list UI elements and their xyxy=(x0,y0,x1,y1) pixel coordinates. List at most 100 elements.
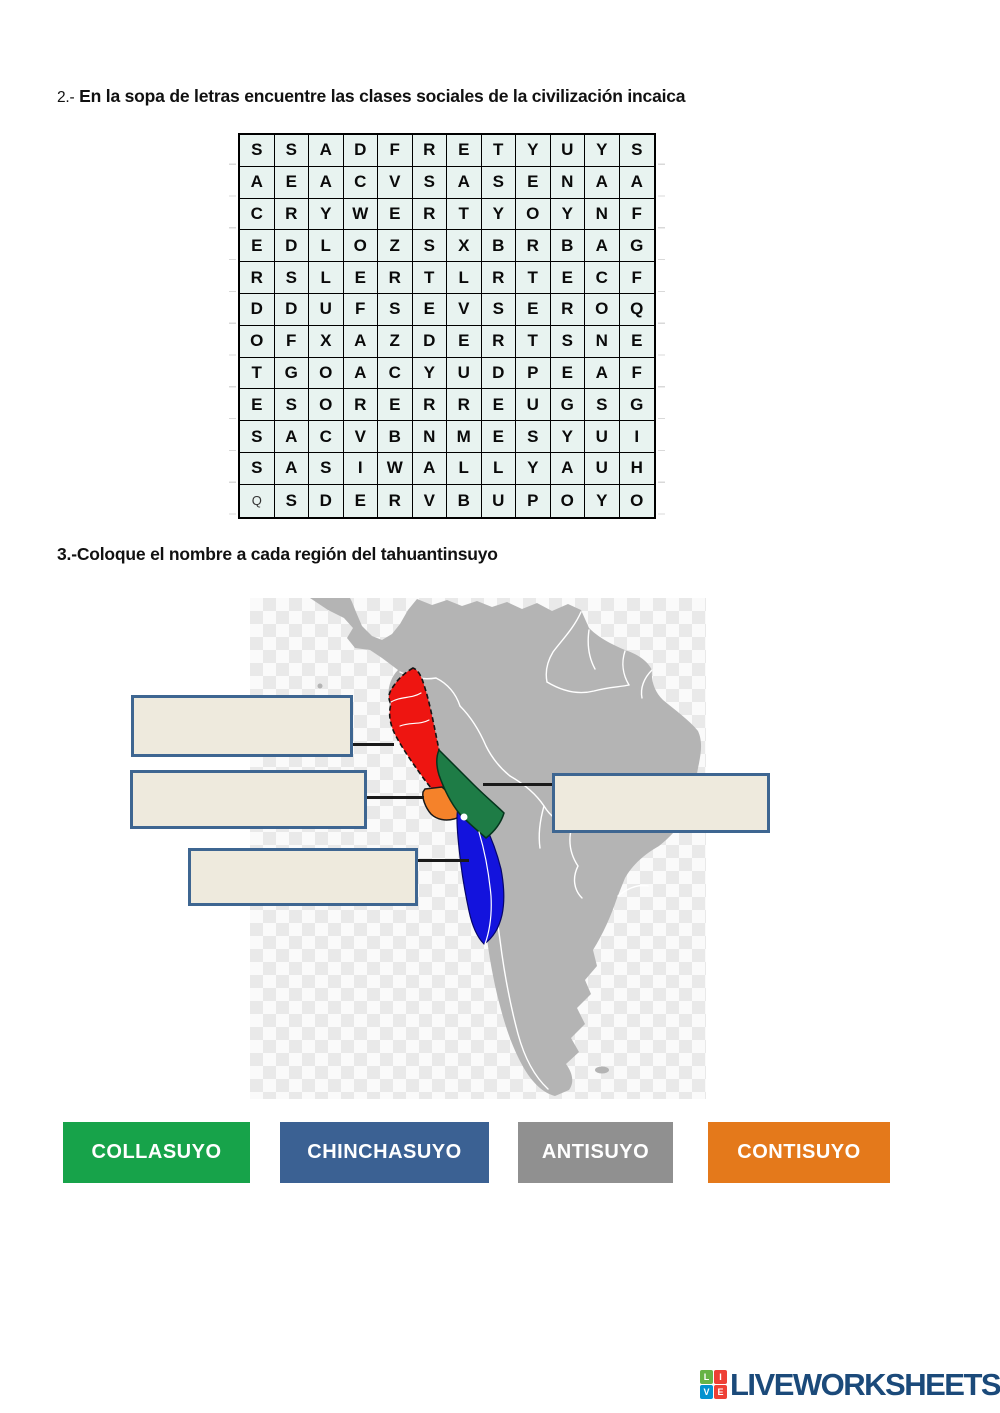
wordsearch-cell[interactable]: S xyxy=(378,293,413,326)
wordsearch-cell[interactable]: A xyxy=(240,166,275,199)
wordsearch-cell[interactable]: L xyxy=(481,452,516,485)
wordsearch-cell[interactable]: W xyxy=(343,198,378,231)
wordsearch-cell[interactable]: A xyxy=(343,357,378,390)
wordsearch-cell[interactable]: E xyxy=(481,389,516,422)
wordsearch-cell[interactable]: D xyxy=(481,357,516,390)
answer-collasuyo[interactable]: COLLASUYO xyxy=(63,1122,250,1183)
wordsearch-cell[interactable]: F xyxy=(274,325,309,358)
wordsearch-cell[interactable]: A xyxy=(585,166,620,199)
wordsearch-cell[interactable]: R xyxy=(412,135,447,167)
wordsearch-cell[interactable]: B xyxy=(447,484,482,517)
wordsearch-cell[interactable]: E xyxy=(447,325,482,358)
wordsearch-cell[interactable]: E xyxy=(412,293,447,326)
wordsearch-cell[interactable]: C xyxy=(240,198,275,231)
wordsearch-cell[interactable]: M xyxy=(447,421,482,453)
wordsearch-cell[interactable]: A xyxy=(550,452,585,485)
wordsearch-cell[interactable]: N xyxy=(550,166,585,199)
wordsearch-cell[interactable]: S xyxy=(412,230,447,263)
wordsearch-cell[interactable]: U xyxy=(550,135,585,167)
wordsearch-cell[interactable]: Y xyxy=(516,135,551,167)
wordsearch-cell[interactable]: U xyxy=(447,357,482,390)
wordsearch-cell[interactable]: D xyxy=(343,135,378,167)
wordsearch-cell[interactable]: B xyxy=(481,230,516,263)
wordsearch-cell[interactable]: O xyxy=(343,230,378,263)
liveworksheets-logo[interactable]: L I V E LIVEWORKSHEETS xyxy=(700,1369,1000,1400)
wordsearch-cell[interactable]: A xyxy=(309,166,344,199)
wordsearch-cell[interactable]: A xyxy=(274,452,309,485)
wordsearch-cell[interactable]: E xyxy=(343,484,378,517)
wordsearch-cell[interactable]: O xyxy=(240,325,275,358)
wordsearch-cell[interactable]: U xyxy=(309,293,344,326)
wordsearch-cell[interactable]: U xyxy=(585,452,620,485)
wordsearch-cell[interactable]: W xyxy=(378,452,413,485)
wordsearch-cell[interactable]: C xyxy=(585,262,620,294)
wordsearch-cell[interactable]: R xyxy=(343,389,378,422)
wordsearch-cell[interactable]: D xyxy=(274,230,309,263)
wordsearch-cell[interactable]: F xyxy=(378,135,413,167)
wordsearch-cell[interactable]: R xyxy=(274,198,309,231)
wordsearch-cell[interactable]: S xyxy=(585,389,620,422)
wordsearch-cell[interactable]: S xyxy=(619,135,654,167)
wordsearch-cell[interactable]: U xyxy=(585,421,620,453)
wordsearch-cell[interactable]: R xyxy=(550,293,585,326)
wordsearch-cell[interactable]: D xyxy=(274,293,309,326)
wordsearch-cell[interactable]: Q xyxy=(240,484,275,517)
wordsearch-cell[interactable]: A xyxy=(447,166,482,199)
wordsearch-cell[interactable]: Y xyxy=(550,198,585,231)
wordsearch-cell[interactable]: V xyxy=(447,293,482,326)
wordsearch-cell[interactable]: T xyxy=(516,262,551,294)
wordsearch-cell[interactable]: U xyxy=(481,484,516,517)
wordsearch-cell[interactable]: O xyxy=(516,198,551,231)
wordsearch-cell[interactable]: V xyxy=(378,166,413,199)
wordsearch-cell[interactable]: R xyxy=(516,230,551,263)
wordsearch-cell[interactable]: Y xyxy=(585,484,620,517)
wordsearch-cell[interactable]: O xyxy=(550,484,585,517)
answer-antisuyo[interactable]: ANTISUYO xyxy=(518,1122,673,1183)
wordsearch-cell[interactable]: E xyxy=(378,389,413,422)
wordsearch-cell[interactable]: R xyxy=(412,389,447,422)
wordsearch-cell[interactable]: O xyxy=(619,484,654,517)
wordsearch-cell[interactable]: R xyxy=(481,325,516,358)
wordsearch-cell[interactable]: A xyxy=(309,135,344,167)
wordsearch-cell[interactable]: S xyxy=(516,421,551,453)
wordsearch-cell[interactable]: E xyxy=(516,166,551,199)
wordsearch-cell[interactable]: R xyxy=(240,262,275,294)
region-east-green[interactable] xyxy=(436,748,505,839)
wordsearch-cell[interactable]: F xyxy=(343,293,378,326)
wordsearch-cell[interactable]: T xyxy=(516,325,551,358)
wordsearch-cell[interactable]: R xyxy=(412,198,447,231)
wordsearch-cell[interactable]: E xyxy=(378,198,413,231)
wordsearch-cell[interactable]: E xyxy=(274,166,309,199)
wordsearch-cell[interactable]: A xyxy=(274,421,309,453)
wordsearch-cell[interactable]: L xyxy=(447,262,482,294)
wordsearch-cell[interactable]: Y xyxy=(309,198,344,231)
wordsearch-cell[interactable]: E xyxy=(447,135,482,167)
wordsearch-cell[interactable]: X xyxy=(447,230,482,263)
wordsearch-cell[interactable]: C xyxy=(343,166,378,199)
wordsearch-cell[interactable]: E xyxy=(481,421,516,453)
wordsearch-cell[interactable]: I xyxy=(343,452,378,485)
wordsearch-cell[interactable]: O xyxy=(309,389,344,422)
wordsearch-cell[interactable]: P xyxy=(516,484,551,517)
wordsearch-cell[interactable]: A xyxy=(585,230,620,263)
wordsearch-cell[interactable]: V xyxy=(343,421,378,453)
wordsearch-cell[interactable]: S xyxy=(274,389,309,422)
wordsearch-cell[interactable]: X xyxy=(309,325,344,358)
wordsearch-cell[interactable]: Z xyxy=(378,230,413,263)
wordsearch-cell[interactable]: R xyxy=(378,262,413,294)
wordsearch-cell[interactable]: Y xyxy=(516,452,551,485)
wordsearch-cell[interactable]: E xyxy=(240,230,275,263)
answer-contisuyo[interactable]: CONTISUYO xyxy=(708,1122,890,1183)
wordsearch-cell[interactable]: A xyxy=(343,325,378,358)
wordsearch-cell[interactable]: N xyxy=(585,198,620,231)
wordsearch-cell[interactable]: C xyxy=(378,357,413,390)
wordsearch-cell[interactable]: I xyxy=(619,421,654,453)
wordsearch-cell[interactable]: L xyxy=(309,262,344,294)
wordsearch-cell[interactable]: A xyxy=(619,166,654,199)
wordsearch-cell[interactable]: G xyxy=(619,230,654,263)
wordsearch-cell[interactable]: T xyxy=(481,135,516,167)
wordsearch-cell[interactable]: G xyxy=(619,389,654,422)
wordsearch-cell[interactable]: E xyxy=(550,357,585,390)
wordsearch-cell[interactable]: N xyxy=(412,421,447,453)
wordsearch-cell[interactable]: D xyxy=(309,484,344,517)
